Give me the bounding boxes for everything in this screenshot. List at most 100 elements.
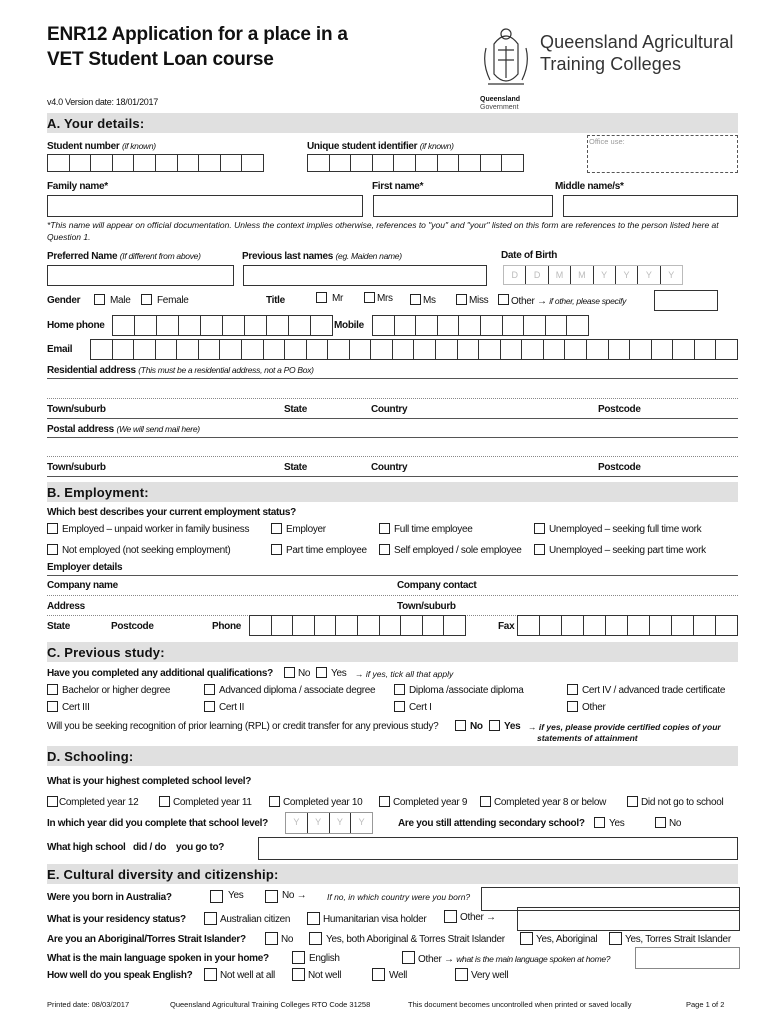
char-cell[interactable] xyxy=(221,155,243,171)
char-cell[interactable]: Y xyxy=(668,270,675,280)
char-cell[interactable] xyxy=(285,340,307,359)
char-cell[interactable] xyxy=(481,155,503,171)
char-cell[interactable] xyxy=(157,316,179,335)
char-cell[interactable]: Y xyxy=(330,813,352,833)
char-cell[interactable] xyxy=(458,340,480,359)
char-cell[interactable] xyxy=(562,616,584,635)
char-cell[interactable] xyxy=(91,340,113,359)
postal-address-line[interactable] xyxy=(47,456,738,457)
char-cell[interactable] xyxy=(524,316,546,335)
char-cell[interactable] xyxy=(328,340,350,359)
char-cell[interactable] xyxy=(544,340,566,359)
char-cell[interactable] xyxy=(609,340,631,359)
char-cell[interactable] xyxy=(444,616,465,635)
school-opt-checkbox[interactable] xyxy=(47,796,58,807)
char-cell[interactable] xyxy=(293,616,315,635)
char-cell[interactable] xyxy=(134,340,156,359)
home-phone-field[interactable] xyxy=(112,315,333,336)
usi-field[interactable] xyxy=(307,154,524,172)
char-cell[interactable] xyxy=(540,616,562,635)
char-cell[interactable] xyxy=(438,316,460,335)
char-cell[interactable]: D xyxy=(526,266,549,284)
char-cell[interactable] xyxy=(307,340,329,359)
char-cell[interactable] xyxy=(652,340,674,359)
char-cell[interactable] xyxy=(242,155,263,171)
char-cell[interactable] xyxy=(673,340,695,359)
other-title-checkbox[interactable] xyxy=(498,294,509,305)
char-cell[interactable] xyxy=(518,616,540,635)
char-cell[interactable] xyxy=(414,340,436,359)
emp-opt-checkbox[interactable] xyxy=(271,523,282,534)
born-no-checkbox[interactable] xyxy=(265,890,278,903)
ms-checkbox[interactable] xyxy=(410,294,421,305)
char-cell[interactable] xyxy=(113,340,135,359)
born-yes-checkbox[interactable] xyxy=(210,890,223,903)
char-cell[interactable] xyxy=(459,316,481,335)
email-field[interactable] xyxy=(90,339,738,360)
emp-opt-checkbox[interactable] xyxy=(379,523,390,534)
char-cell[interactable] xyxy=(70,155,92,171)
english-checkbox[interactable] xyxy=(292,951,305,964)
char-cell[interactable] xyxy=(479,340,501,359)
char-cell[interactable]: Y xyxy=(616,266,639,284)
residency-other-checkbox[interactable] xyxy=(444,910,457,923)
char-cell[interactable]: Y xyxy=(358,817,365,827)
other-title-input[interactable] xyxy=(654,290,718,311)
emp-opt-checkbox[interactable] xyxy=(47,523,58,534)
char-cell[interactable] xyxy=(178,155,200,171)
char-cell[interactable] xyxy=(220,340,242,359)
char-cell[interactable] xyxy=(113,155,135,171)
emp-opt-checkbox[interactable] xyxy=(379,544,390,555)
school-opt-checkbox[interactable] xyxy=(159,796,170,807)
atsi-aboriginal-checkbox[interactable] xyxy=(520,932,533,945)
char-cell[interactable] xyxy=(672,616,694,635)
char-cell[interactable] xyxy=(630,340,652,359)
employer-phone-field[interactable] xyxy=(249,615,466,636)
char-cell[interactable] xyxy=(113,316,135,335)
char-cell[interactable] xyxy=(567,316,588,335)
residency-other-input[interactable] xyxy=(517,907,740,931)
attending-no-checkbox[interactable] xyxy=(655,817,666,828)
char-cell[interactable] xyxy=(423,616,445,635)
char-cell[interactable] xyxy=(350,340,372,359)
char-cell[interactable]: Y xyxy=(308,813,330,833)
char-cell[interactable] xyxy=(264,340,286,359)
char-cell[interactable] xyxy=(250,616,272,635)
emp-opt-checkbox[interactable] xyxy=(534,523,545,534)
qual-opt-checkbox[interactable] xyxy=(567,684,578,695)
char-cell[interactable] xyxy=(501,340,523,359)
qual-opt-checkbox[interactable] xyxy=(567,701,578,712)
company-line[interactable] xyxy=(47,595,738,596)
char-cell[interactable] xyxy=(311,316,332,335)
char-cell[interactable] xyxy=(358,616,380,635)
school-opt-checkbox[interactable] xyxy=(480,796,491,807)
char-cell[interactable] xyxy=(522,340,544,359)
mobile-field[interactable] xyxy=(372,315,589,336)
speak-level-checkbox[interactable] xyxy=(204,968,217,981)
char-cell[interactable] xyxy=(694,616,716,635)
char-cell[interactable] xyxy=(401,616,423,635)
char-cell[interactable] xyxy=(199,340,221,359)
qual-opt-checkbox[interactable] xyxy=(394,684,405,695)
qual-opt-checkbox[interactable] xyxy=(204,701,215,712)
char-cell[interactable] xyxy=(459,155,481,171)
char-cell[interactable] xyxy=(438,155,460,171)
char-cell[interactable] xyxy=(371,340,393,359)
emp-opt-checkbox[interactable] xyxy=(47,544,58,555)
qual-opt-checkbox[interactable] xyxy=(394,701,405,712)
char-cell[interactable] xyxy=(502,155,523,171)
char-cell[interactable] xyxy=(156,155,178,171)
char-cell[interactable]: D xyxy=(504,266,527,284)
first-name-input[interactable] xyxy=(373,195,553,217)
qual-opt-checkbox[interactable] xyxy=(47,684,58,695)
citizen-checkbox[interactable] xyxy=(204,912,217,925)
char-cell[interactable] xyxy=(628,616,650,635)
speak-level-checkbox[interactable] xyxy=(372,968,385,981)
employer-fax-field[interactable] xyxy=(517,615,738,636)
char-cell[interactable] xyxy=(245,316,267,335)
atsi-both-checkbox[interactable] xyxy=(309,932,322,945)
previous-names-input[interactable] xyxy=(243,265,487,286)
char-cell[interactable] xyxy=(436,340,458,359)
